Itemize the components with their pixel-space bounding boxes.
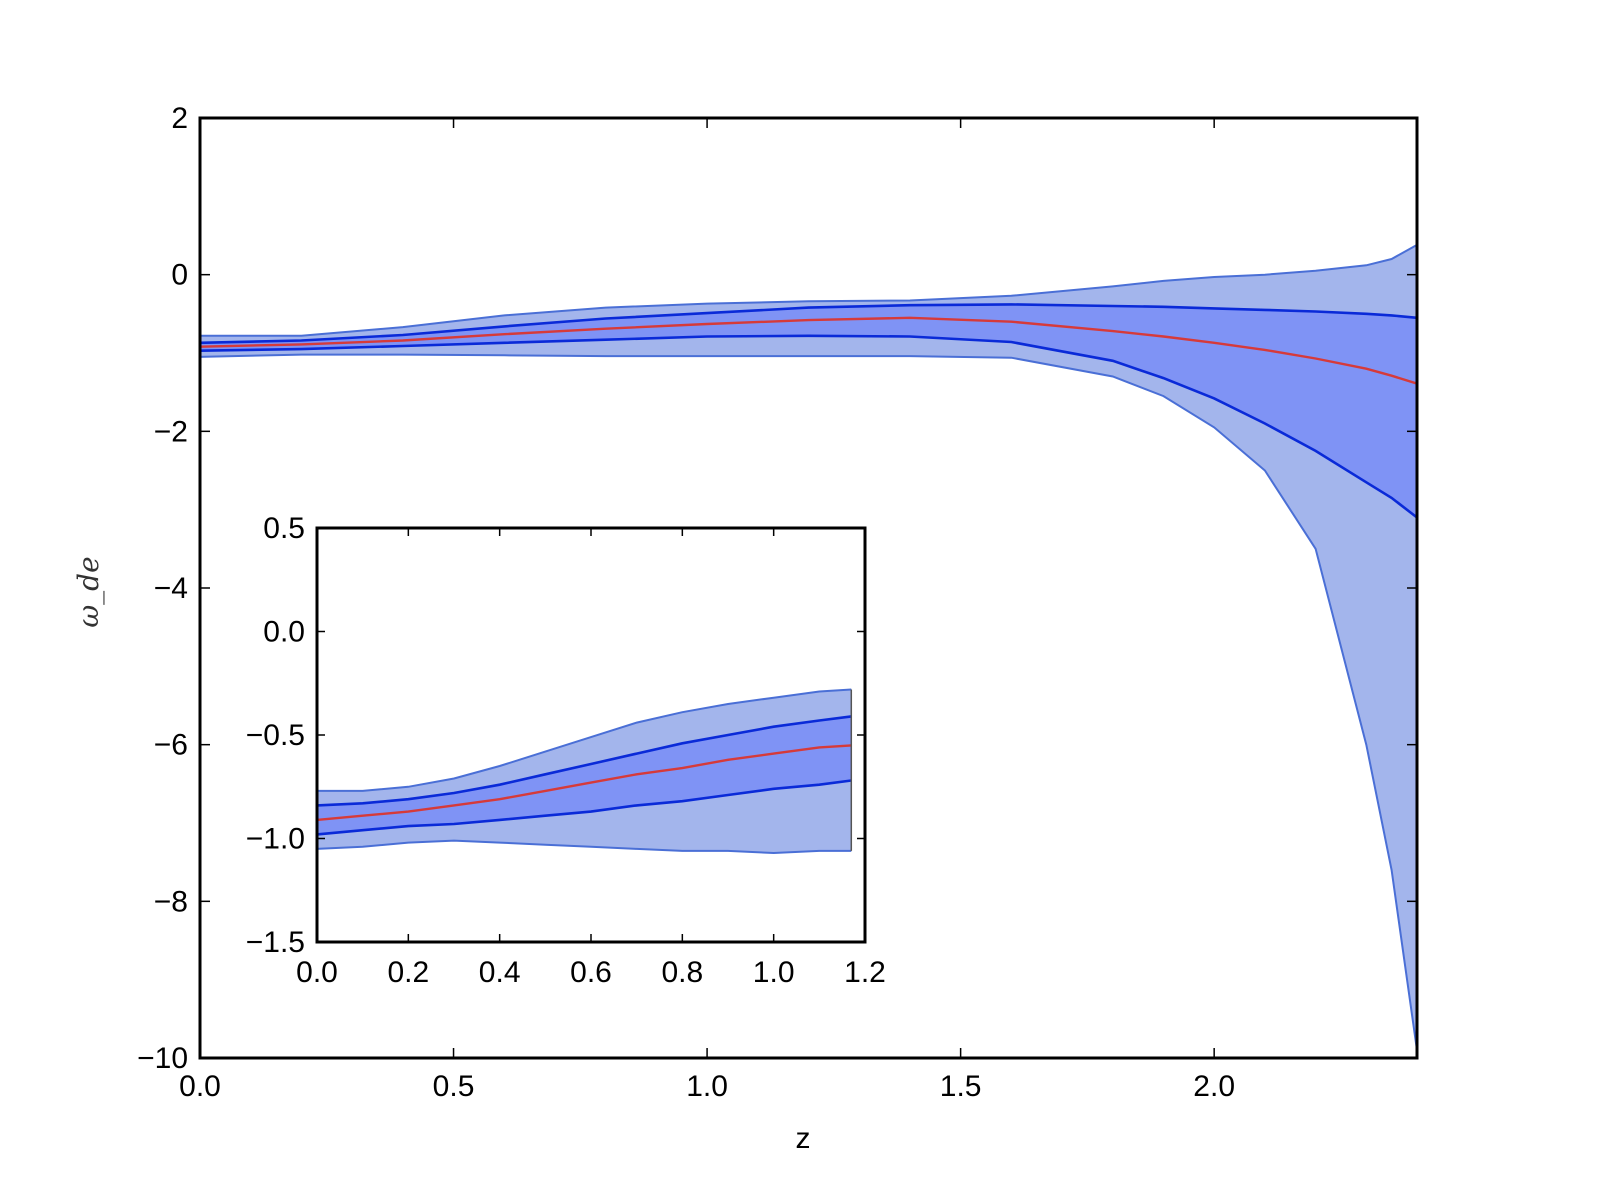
main-2sigma-band-lower-edge: [199, 353, 1418, 1051]
main-y-tick-label: −6: [154, 729, 188, 762]
inset-x-tick-label: 1.0: [753, 956, 795, 989]
main-y-tick-label: −8: [154, 885, 188, 918]
main-1sigma-band-fill: [200, 304, 1417, 518]
inset-y-tick-label: −1.5: [246, 926, 305, 959]
main-y-tick-label: −4: [154, 572, 188, 605]
x-axis-title: z: [796, 1122, 811, 1155]
main-2sigma-band-upper-edge: [200, 244, 1418, 337]
main-x-tick-label: 0.5: [433, 1070, 475, 1103]
main-1sigma-band-lower-edge: [199, 334, 1418, 519]
inset-y-tick-label: 0.0: [263, 616, 305, 649]
inset-y-tick-label: −1.0: [246, 823, 305, 856]
inset-mean-line: [316, 744, 852, 822]
inset-y-tick-label: 0.5: [263, 512, 305, 545]
main-x-tick-label: 1.5: [940, 1070, 982, 1103]
main-y-tick-label: 2: [171, 102, 188, 135]
main-1sigma-band-upper-edge: [199, 303, 1418, 345]
main-y-tick-label: 0: [171, 259, 188, 292]
inset-x-tick-label: 0.6: [570, 956, 612, 989]
main-x-tick-label: 0.0: [179, 1070, 221, 1103]
inset-1sigma-band-upper-edge: [316, 715, 852, 807]
y-axis-title: ω_de: [72, 556, 105, 627]
inset-x-tick-label: 0.2: [387, 956, 429, 989]
main-x-tick-label: 1.0: [686, 1070, 728, 1103]
inset-x-tick-label: 0.0: [296, 956, 338, 989]
main-mean-line: [199, 316, 1418, 385]
main-x-tick-label: 2.0: [1193, 1070, 1235, 1103]
inset-1sigma-band-lower-edge: [316, 779, 852, 836]
main-plot: 0.0 0.5 1.0 1.5 2.0 2 0 −2 −4 −6 −8 −10: [137, 102, 1419, 1103]
inset-2sigma-band-upper-edge: [317, 688, 852, 792]
inset-plot: 0.0 0.2 0.4 0.6 0.8 1.0 1.2 0.5 0.0 −0.5 −1.0 −1.5: [246, 512, 886, 989]
inset-2sigma-band-lower-edge: [316, 839, 852, 855]
main-y-tick-label: −2: [154, 415, 188, 448]
inset-x-tick-label: 0.8: [661, 956, 703, 989]
main-y-tick-label: −10: [137, 1042, 188, 1075]
inset-x-tick-label: 1.2: [844, 956, 886, 989]
inset-y-tick-label: −0.5: [246, 719, 305, 752]
inset-x-tick-label: 0.4: [479, 956, 521, 989]
